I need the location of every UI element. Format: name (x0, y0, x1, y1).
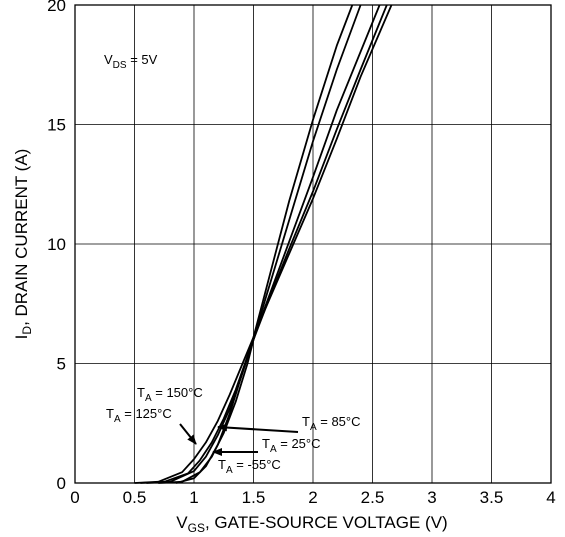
y-tick-label: 20 (47, 0, 66, 15)
x-tick-label: 0 (70, 488, 79, 507)
y-tick-labels: 0 5 10 15 20 (47, 0, 66, 493)
series-label-minus55c: TA = -55°C (218, 457, 281, 476)
x-tick-label: 3 (427, 488, 436, 507)
y-tick-label: 10 (47, 235, 66, 254)
y-tick-label: 0 (57, 474, 66, 493)
y-tick-label: 5 (57, 355, 66, 374)
x-tick-label: 0.5 (123, 488, 147, 507)
series-label-25c: TA = 25°C (262, 436, 321, 455)
x-tick-labels: 0 0.5 1 1.5 2 2.5 3 3.5 4 (70, 488, 555, 507)
curves-group (134, 4, 393, 484)
x-tick-label: 2.5 (361, 488, 385, 507)
series-line-4 (175, 4, 354, 484)
x-tick-label: 3.5 (480, 488, 504, 507)
series-label-85c: TA = 85°C (302, 414, 361, 433)
condition-label: VDS = 5V (104, 52, 158, 71)
arrow-150c (179, 423, 197, 445)
plot-frame (74, 4, 552, 484)
x-tick-label: 1 (189, 488, 198, 507)
x-tick-label: 4 (546, 488, 555, 507)
series-label-150c: TA = 150°C (137, 385, 203, 404)
series-label-125c: TA = 125°C (106, 406, 172, 425)
arrow-85c (217, 423, 299, 433)
y-axis-label: ID, DRAIN CURRENT (A) (12, 149, 34, 340)
x-tick-label: 1.5 (242, 488, 266, 507)
grid-lines (75, 5, 551, 483)
series-line-0 (134, 4, 393, 484)
y-tick-label: 15 (47, 116, 66, 135)
x-tick-label: 2 (308, 488, 317, 507)
x-axis-label: VGS, GATE-SOURCE VOLTAGE (V) (176, 513, 447, 535)
